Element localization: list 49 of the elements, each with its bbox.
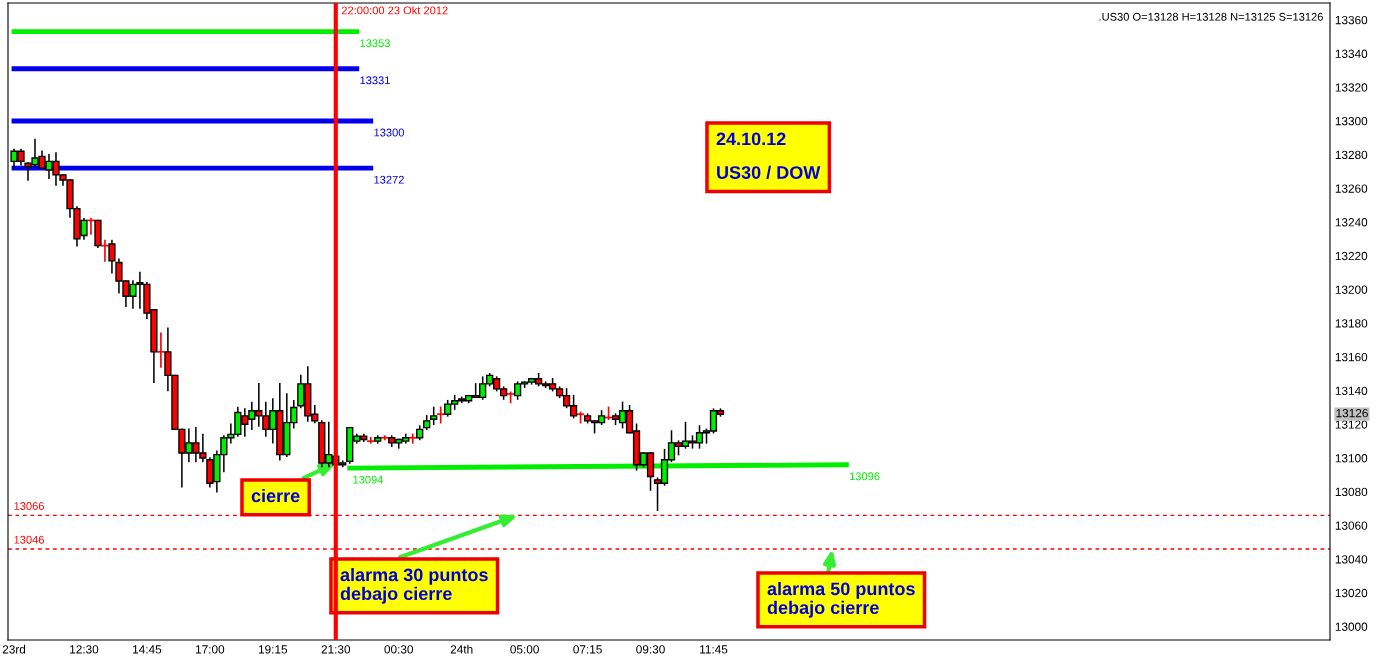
- ref-line-label: 13046: [14, 535, 44, 544]
- annotation: alarma 50 puntos debajo cierre: [767, 582, 915, 618]
- x-tick-label: 09:30: [636, 645, 665, 654]
- ref-line-label: 13066: [14, 502, 44, 510]
- y-tick-label: 13100: [1335, 454, 1368, 463]
- annotation: cierre: [251, 489, 300, 503]
- y-tick-label: 13260: [1335, 184, 1368, 193]
- y-tick-label: 13120: [1335, 420, 1368, 429]
- x-tick-label: 17:00: [196, 645, 225, 654]
- text: 13126: [1336, 408, 1368, 418]
- y-tick-label: 13160: [1335, 352, 1368, 362]
- candlestick: [437, 406, 445, 424]
- y-tick-label: 13360: [1335, 15, 1368, 25]
- data-label: 13096: [850, 472, 880, 481]
- annotation: alarma 30 puntos debajo cierre: [340, 568, 488, 604]
- y-tick-label: 13220: [1335, 251, 1368, 261]
- x-tick-label: 14:45: [133, 645, 162, 654]
- y-tick-label: 13000: [1335, 622, 1368, 631]
- y-tick-label: 13300: [1335, 117, 1368, 126]
- y-tick-label: 13060: [1335, 521, 1368, 530]
- x-tick-label: 23rd: [2, 644, 26, 654]
- candlestick: [409, 433, 417, 444]
- x-tick-label: 00:30: [384, 645, 414, 654]
- y-tick-label: 13200: [1335, 285, 1368, 294]
- x-tick-label: 11:45: [700, 645, 728, 654]
- x-tick-label: 21:30: [321, 645, 351, 654]
- y-tick-label: 13180: [1335, 319, 1368, 328]
- data-label: 13300: [374, 128, 404, 137]
- x-tick-label: 07:15: [573, 645, 602, 654]
- candlestick: [367, 436, 375, 444]
- ref-line-label: 22:00:00 23 Okt 2012: [341, 6, 448, 15]
- y-tick-label: 13340: [1335, 49, 1368, 58]
- y-tick-label: 13040: [1335, 555, 1368, 564]
- data-label: 13272: [374, 175, 404, 184]
- y-tick-label: 13280: [1335, 150, 1368, 160]
- y-tick-label: 13320: [1335, 83, 1368, 92]
- y-tick-label: 13240: [1335, 218, 1368, 227]
- text: .US30 O=13128 H=13128 N=13125 S=13126: [1099, 12, 1323, 21]
- x-tick-label: 12:30: [70, 645, 99, 654]
- y-tick-label: 13020: [1335, 588, 1368, 598]
- x-tick-label: 19:15: [258, 645, 288, 654]
- y-tick-label: 13140: [1335, 386, 1368, 395]
- x-tick-label: 24th: [450, 644, 473, 654]
- annotation: 24.10.12 US30 / DOW: [716, 132, 821, 180]
- data-label: 13331: [360, 76, 390, 85]
- data-label: 13094: [353, 475, 384, 484]
- data-label: 13353: [360, 39, 390, 48]
- x-tick-label: 05:00: [510, 645, 539, 654]
- y-tick-label: 13080: [1335, 487, 1368, 497]
